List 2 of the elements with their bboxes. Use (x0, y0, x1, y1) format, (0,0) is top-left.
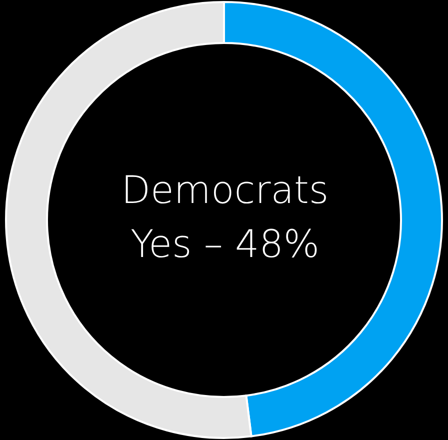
text: Democrats (121, 168, 329, 212)
text: Yes – 48% (130, 222, 320, 266)
